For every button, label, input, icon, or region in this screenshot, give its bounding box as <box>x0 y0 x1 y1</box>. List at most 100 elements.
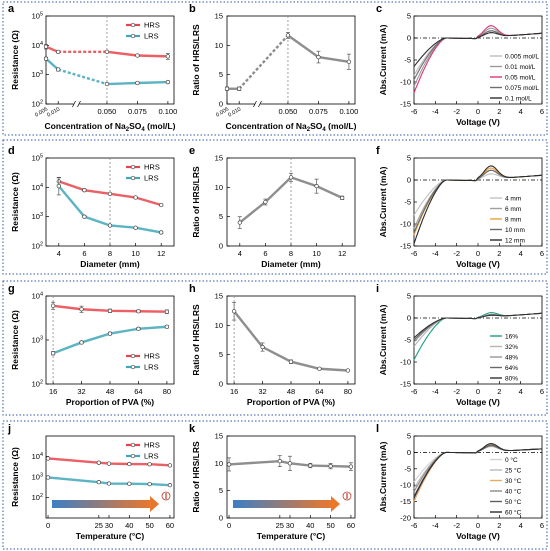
temperature-arrow-body <box>233 500 331 508</box>
series-line <box>45 57 59 71</box>
x-tick-label: 2 <box>497 521 501 530</box>
data-point <box>285 33 291 38</box>
x-tick-label: -2 <box>453 387 460 396</box>
iv-curve <box>413 32 543 67</box>
y-tick-label: 5 <box>219 486 223 495</box>
x-tick-label: 6 <box>540 107 544 116</box>
panel-letter: l <box>376 423 379 435</box>
x-axis-label-part: 2 <box>307 127 311 133</box>
legend-marker <box>130 33 136 39</box>
legend-label: 0.005 mol/L <box>505 53 539 60</box>
x-tick-label: 0.100 <box>159 107 178 116</box>
legend-label: 16% <box>505 333 518 340</box>
data-point <box>167 463 173 468</box>
x-tick-label: 48 <box>287 387 295 396</box>
y-tick-label: 102 <box>32 242 43 251</box>
series-ratio <box>237 172 345 229</box>
x-tick-label: 40 <box>306 521 314 530</box>
x-tick-label: 4 <box>238 249 242 258</box>
x-tick-label: 0.075 <box>309 107 328 116</box>
legend-label: HRS <box>144 163 160 172</box>
data-point <box>277 458 282 464</box>
data-point <box>237 86 242 91</box>
y-tick-label: 5 <box>407 12 411 21</box>
x-axis-label: Concentration of Na2SO4 (mol/L) <box>226 121 357 133</box>
y-tick-label: 104 <box>32 41 43 50</box>
x-tick-label: 4 <box>519 521 523 530</box>
legend-label: 0 °C <box>505 456 518 464</box>
data-point <box>288 175 294 180</box>
legend-marker <box>130 164 136 170</box>
iv-curve <box>413 312 543 361</box>
y-tick-label: -5 <box>404 336 411 345</box>
x-tick-label: 0.010 <box>227 107 242 119</box>
x-tick-label: 0 <box>476 249 480 258</box>
panel-c: c -15 -10 -5 0 5 -6 -4 -2 0 2 4 6 0.005 mol/L 0.01 mol… <box>376 3 544 127</box>
axis-break-gap <box>254 101 261 107</box>
x-tick-label: 25 <box>276 521 284 530</box>
legend-label: 25 °C <box>505 466 522 474</box>
panel-letter: g <box>8 283 15 295</box>
y-tick-label: 5 <box>219 212 223 221</box>
x-tick-label: 2 <box>497 107 501 116</box>
legend: HRS LRS <box>126 163 160 183</box>
data-point <box>308 463 313 468</box>
x-axis-label: Diameter (mm) <box>261 259 321 269</box>
x-tick-label: -2 <box>453 249 460 258</box>
y-tick-label: 10 <box>215 321 223 330</box>
data-point <box>107 331 113 336</box>
data-point <box>345 368 351 373</box>
y-tick-label: 15 <box>215 154 223 163</box>
panel-letter: a <box>8 3 15 15</box>
x-tick-label: 0.050 <box>279 107 298 116</box>
x-tick-label: 16 <box>49 387 57 396</box>
x-tick-label: 50 <box>145 521 153 530</box>
y-tick-label: -10 <box>400 78 411 87</box>
y-tick-label: 102 <box>32 100 43 109</box>
legend-label: 80% <box>505 375 518 382</box>
y-tick-label: 0 <box>219 100 223 109</box>
legend: HRS LRS <box>126 352 160 372</box>
data-point <box>328 463 333 469</box>
x-tick-label: -6 <box>411 107 418 116</box>
panel-letter: j <box>7 423 11 435</box>
data-point <box>106 461 112 466</box>
data-point <box>133 195 138 200</box>
row-diameter-frame <box>2 139 548 275</box>
x-axis-label-part: SO <box>129 121 142 131</box>
series-LRS <box>45 475 173 488</box>
data-point <box>79 307 84 312</box>
legend: 4 mm 6 mm 8 mm 10 mm 12 mm <box>490 195 525 244</box>
iv-curve <box>413 443 543 502</box>
temperature-arrow-head <box>150 496 159 512</box>
y-tick-label: 103 <box>32 336 43 345</box>
data-point <box>45 475 51 480</box>
x-tick-label: 6 <box>540 249 544 258</box>
data-point <box>50 303 56 308</box>
data-point <box>226 462 232 467</box>
x-tick-label: 0 <box>476 387 480 396</box>
legend-label: HRS <box>144 352 160 361</box>
y-tick-label: -20 <box>400 514 411 523</box>
y-tick-label: 15 <box>215 432 223 441</box>
y-axis-label: Abs.Current (mA) <box>378 166 388 237</box>
data-point <box>165 54 171 59</box>
y-tick-label: 10 <box>215 41 223 50</box>
legend-label: LRS <box>144 363 159 372</box>
y-tick-label: -10 <box>400 481 411 490</box>
y-tick-label: 104 <box>32 452 43 461</box>
data-point <box>165 79 171 85</box>
panel-letter: c <box>376 3 382 15</box>
data-point <box>237 220 242 225</box>
data-point <box>43 56 49 61</box>
series-HRS <box>43 43 171 60</box>
series-ratio <box>231 302 351 373</box>
x-axis-label-part: Concentration of Na <box>226 121 307 131</box>
x-tick-label: 32 <box>77 387 85 396</box>
y-tick-label: -10 <box>400 220 411 229</box>
legend: HRS LRS <box>126 21 160 41</box>
y-tick-label: 105 <box>32 154 43 163</box>
x-tick-label: 25 <box>95 521 103 530</box>
legend-marker <box>130 175 136 181</box>
data-point <box>107 223 113 228</box>
